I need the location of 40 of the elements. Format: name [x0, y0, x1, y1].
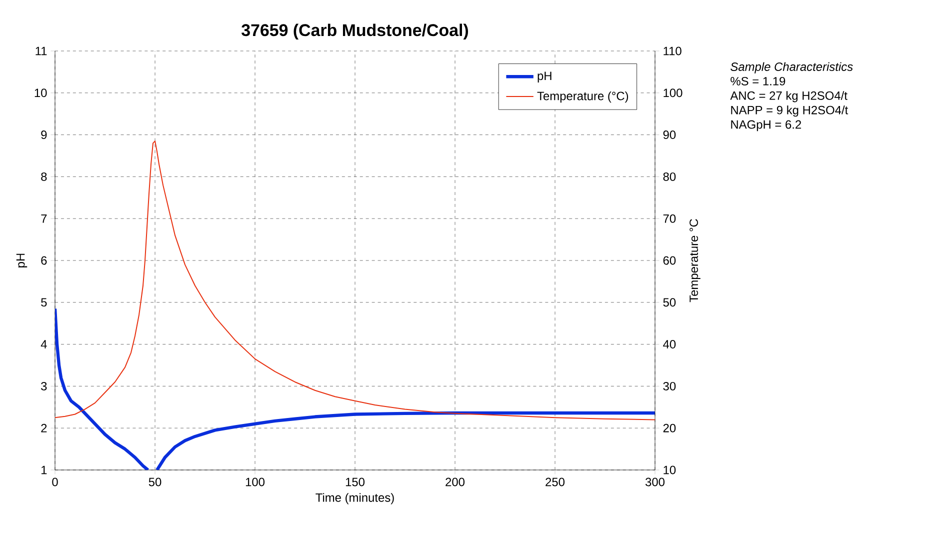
- x-tick-label: 0: [52, 478, 58, 486]
- legend-label: pH: [538, 72, 552, 82]
- y2-tick-label: 80: [663, 172, 676, 181]
- y-tick-label: 6: [41, 256, 47, 265]
- y-tick-label: 10: [34, 88, 47, 98]
- text: Sample Characteristics: [730, 62, 853, 74]
- text: NAPP = 9 kg H2SO4/t: [731, 106, 848, 117]
- x-tick-label: 150: [346, 478, 365, 486]
- y2-tick-label: 60: [663, 256, 676, 265]
- y2-tick-label: 40: [663, 340, 676, 349]
- y2-tick-label: 100: [664, 88, 682, 98]
- y2-tick-label: 90: [663, 130, 676, 140]
- chart-title: 37659 (Carb Mudstone/Coal): [242, 24, 468, 40]
- y-tick-label: 4: [40, 340, 47, 348]
- y-tick-label: 8: [41, 172, 47, 181]
- text: NAGpH = 6.2: [731, 120, 802, 132]
- y2-tick-label: 110: [664, 46, 682, 56]
- y-tick-label: 3: [41, 382, 47, 390]
- y-tick-label: 5: [41, 298, 47, 307]
- x-tick-label: 200: [446, 478, 465, 486]
- text: %S = 1.19: [730, 76, 786, 86]
- y-tick-label: 2: [41, 424, 47, 432]
- y-axis-title: pH: [16, 254, 28, 268]
- y2-tick-label: 30: [663, 382, 676, 390]
- y-tick-label: 1: [41, 466, 47, 474]
- y2-tick-label: 20: [663, 424, 676, 432]
- x-tick-label: 50: [148, 478, 162, 486]
- y2-tick-label: 50: [663, 298, 676, 307]
- y2-tick-label: 70: [663, 214, 676, 223]
- x-axis-title: Time (minutes): [316, 493, 394, 504]
- y-tick-label: 7: [41, 214, 47, 223]
- x-tick-label: 300: [645, 478, 665, 486]
- y-tick-label: 11: [36, 46, 47, 56]
- x-tick-label: 250: [546, 478, 565, 486]
- text: ANC = 27 kg H2SO4/t: [730, 91, 848, 102]
- y-tick-label: 9: [41, 130, 47, 140]
- x-tick-label: 100: [246, 478, 265, 486]
- y2-tick-label: 10: [664, 466, 676, 474]
- y2-axis-title: Temperature °C: [690, 219, 700, 302]
- legend-label: Temperature (°C): [537, 91, 628, 103]
